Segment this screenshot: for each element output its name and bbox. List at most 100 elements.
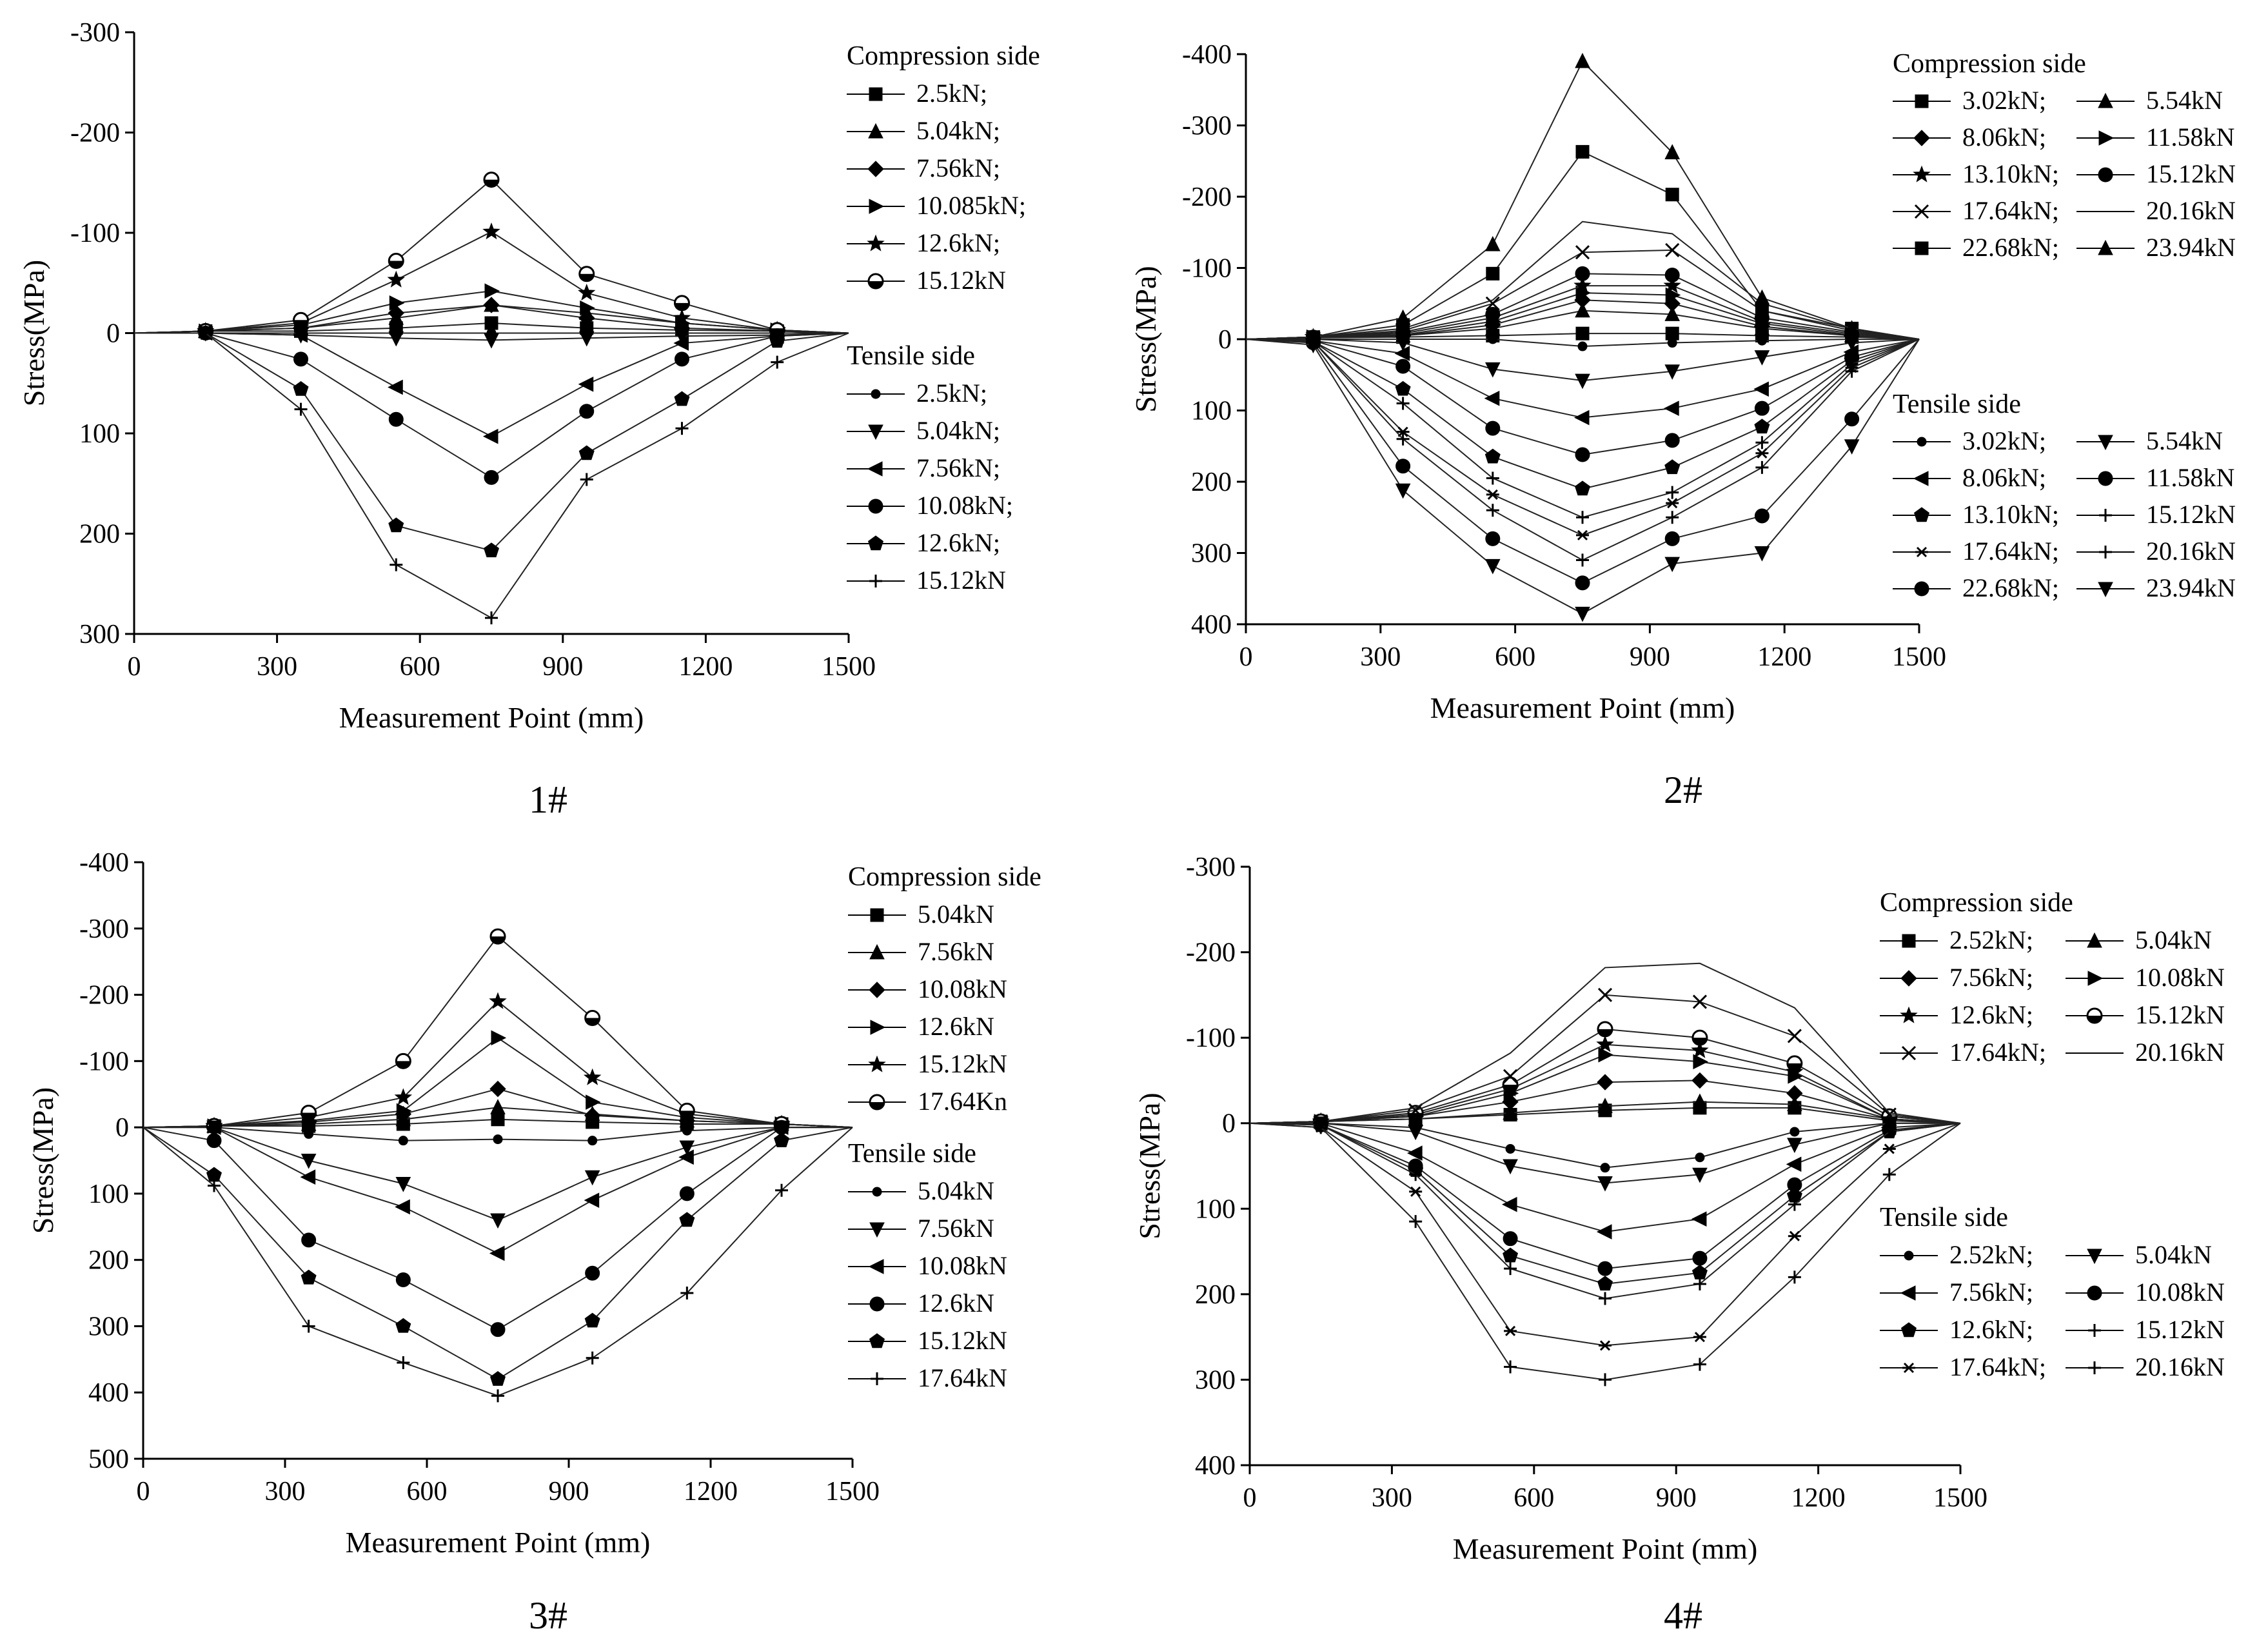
- data-point: [1845, 364, 1859, 378]
- legend-marker: [1914, 581, 1929, 597]
- data-point: [1754, 419, 1770, 434]
- legend-marker: [2086, 1007, 2103, 1024]
- legend-entry-tensile: 17.64kN;: [1893, 537, 2059, 566]
- y-axis-title: Stress(MPa): [1133, 1092, 1166, 1239]
- legend-entry-tensile: 10.08kN: [848, 1251, 1007, 1280]
- data-point: [1787, 1029, 1802, 1043]
- data-point: [1504, 1262, 1517, 1276]
- data-point: [1788, 1270, 1801, 1284]
- legend-marker: [868, 1259, 884, 1274]
- legend-label: 11.58kN: [2146, 463, 2234, 492]
- y-tick-label: 300: [79, 620, 120, 649]
- series-tensile-11: [134, 326, 849, 625]
- legend-label: 5.54kN: [2146, 86, 2223, 115]
- data-point: [1503, 1247, 1519, 1263]
- series-tensile-8: [143, 1120, 853, 1261]
- data-point: [395, 1176, 411, 1192]
- y-tick-label: -300: [70, 18, 120, 48]
- data-point: [483, 172, 500, 188]
- x-tick-label: 900: [1656, 1483, 1697, 1513]
- legend-entry-tensile: 15.12kN: [2066, 1315, 2225, 1344]
- legend-entry-compression: 5.54kN: [2076, 86, 2223, 115]
- legend-entry-tensile: 5.04kN;: [847, 416, 1000, 445]
- y-tick-label: 200: [79, 520, 120, 549]
- legend-label: 10.08kN: [918, 1251, 1007, 1280]
- data-point: [1396, 432, 1410, 446]
- x-axis-title: Measurement Point (mm): [346, 1526, 651, 1559]
- legend-entry-tensile: 20.16kN: [2076, 537, 2236, 566]
- legend-label: 20.16kN: [2135, 1352, 2225, 1381]
- data-point: [1486, 266, 1500, 281]
- data-point: [1691, 1029, 1708, 1046]
- data-point: [1575, 575, 1590, 591]
- data-point: [1575, 266, 1590, 281]
- legend-marker: [868, 499, 883, 514]
- data-point: [1693, 1332, 1706, 1343]
- data-point: [1882, 1168, 1896, 1181]
- data-point: [1691, 1211, 1707, 1227]
- data-point: [1599, 1340, 1612, 1351]
- data-point: [580, 473, 593, 486]
- data-point: [680, 1287, 694, 1300]
- data-point: [1693, 1358, 1706, 1371]
- legend-marker: [868, 424, 883, 440]
- legend-entry-compression: 20.16kN: [2066, 1038, 2225, 1067]
- legend-label: 5.54kN: [2146, 426, 2223, 455]
- data-point: [1664, 268, 1680, 283]
- legend-marker: [1904, 1250, 1914, 1261]
- data-point: [1691, 1265, 1708, 1279]
- series-tensile-11: [1246, 332, 1920, 390]
- legend-marker: [1901, 1045, 1917, 1061]
- x-axis-title: Measurement Point (mm): [1453, 1532, 1758, 1565]
- series-tensile-9: [143, 1120, 853, 1338]
- legend-label: 15.12kN: [918, 1326, 1007, 1355]
- data-point: [483, 542, 500, 558]
- data-point: [387, 270, 405, 288]
- data-point: [1484, 558, 1501, 575]
- y-axis-title: Stress(MPa): [26, 1087, 59, 1234]
- legend-marker: [867, 461, 883, 477]
- data-point: [1664, 531, 1680, 546]
- data-point: [1503, 1159, 1518, 1175]
- data-point: [1575, 245, 1590, 260]
- data-point: [388, 411, 404, 427]
- series-line: [143, 935, 853, 1129]
- data-point: [1786, 1055, 1803, 1072]
- data-point: [578, 445, 595, 460]
- legend-label: 15.12kN: [916, 266, 1006, 295]
- data-point: [1664, 306, 1681, 321]
- data-point: [1667, 338, 1677, 348]
- series-tensile-13: [1245, 333, 1920, 462]
- legend-label: 15.12kN: [2135, 1315, 2225, 1344]
- data-point: [390, 558, 403, 571]
- legend-label: 20.16kN: [2146, 196, 2236, 225]
- legend-compression-title: Compression side: [847, 41, 1040, 71]
- data-point: [769, 333, 785, 348]
- x-axis-title: Measurement Point (mm): [339, 701, 644, 734]
- legend-label: 7.56kN;: [916, 153, 1000, 183]
- y-tick-label: 0: [106, 319, 120, 349]
- data-point: [682, 1125, 692, 1136]
- data-point: [1575, 326, 1590, 341]
- series-tensile-12: [1249, 1116, 1961, 1291]
- legend-marker: [869, 199, 885, 214]
- data-point: [773, 1132, 790, 1147]
- series-line: [143, 1127, 853, 1254]
- legend-entry-compression: 8.06kN;: [1893, 123, 2046, 152]
- legend-entry-tensile: 15.12kN: [2076, 500, 2236, 529]
- legend-entry-compression: 12.6kN;: [1880, 1000, 2033, 1029]
- series-line: [134, 332, 849, 552]
- y-tick-label: 400: [1195, 1451, 1236, 1481]
- data-point: [1597, 1176, 1613, 1192]
- legend-marker: [1915, 546, 1928, 558]
- data-point: [1599, 1292, 1612, 1305]
- data-point: [1484, 235, 1501, 252]
- data-point: [388, 331, 404, 347]
- data-point: [301, 1105, 317, 1121]
- legend-entry-compression: 12.6kN;: [847, 228, 1000, 257]
- series-line: [1249, 1122, 1961, 1285]
- data-point: [1665, 188, 1679, 202]
- legend-label: 2.52kN;: [1949, 1240, 2033, 1269]
- legend-marker: [2088, 1324, 2101, 1337]
